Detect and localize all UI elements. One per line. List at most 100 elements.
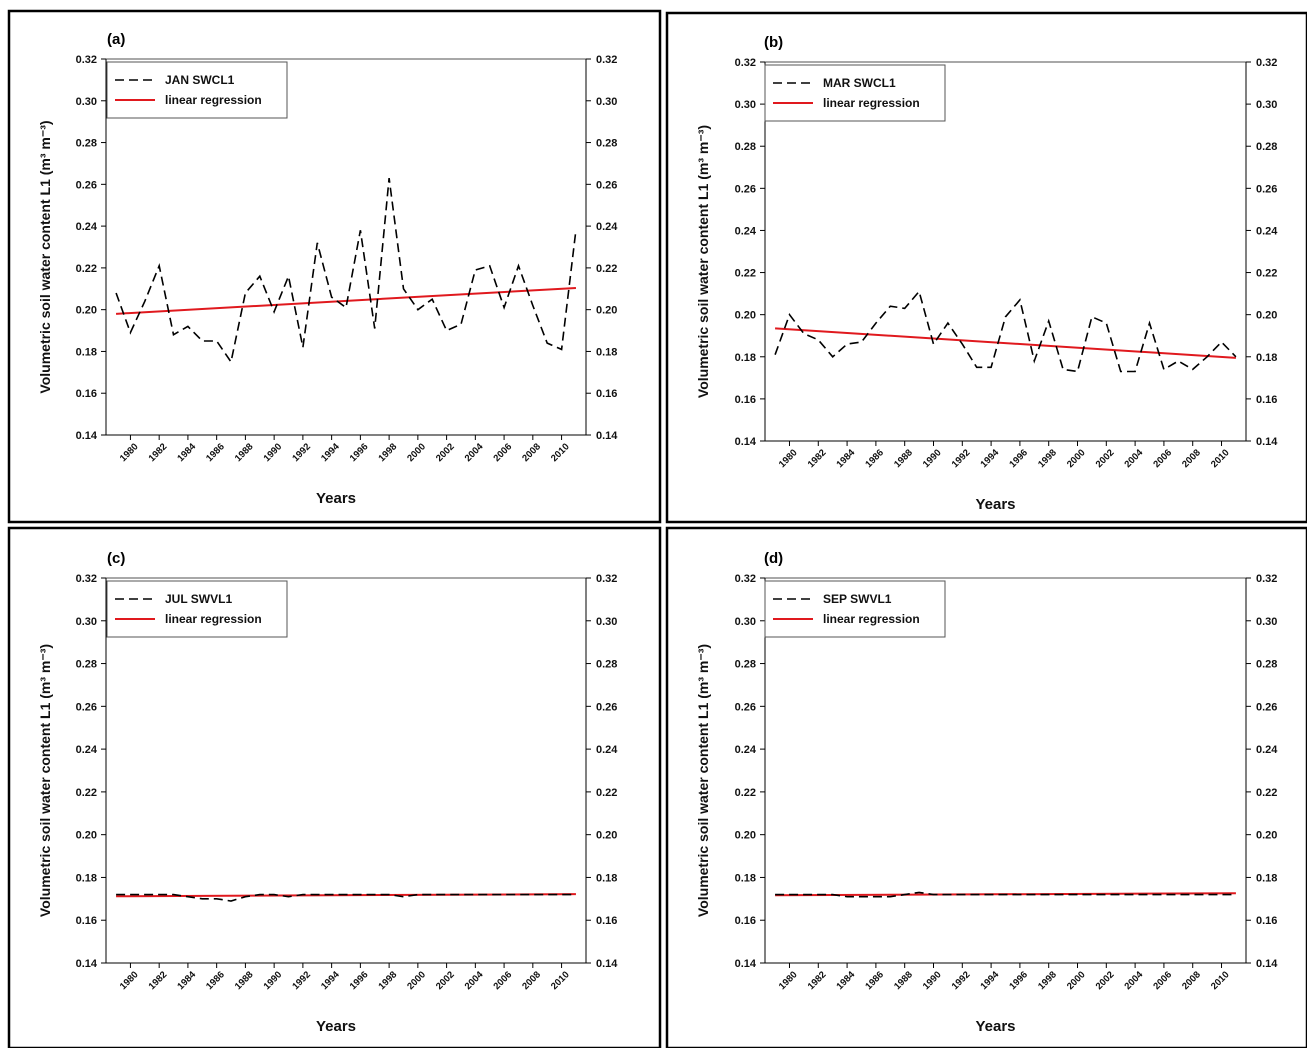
- x-tick-label: 1984: [175, 441, 198, 464]
- legend-label-series: SEP SWVL1: [823, 592, 892, 606]
- y-tick-label-right: 0.32: [1256, 573, 1277, 585]
- legend-box: [107, 62, 287, 118]
- x-tick-label: 2000: [405, 441, 428, 464]
- y-tick-label-right: 0.32: [596, 54, 617, 66]
- x-tick-label: 1988: [892, 969, 915, 992]
- x-tick-label: 1980: [777, 447, 800, 470]
- x-tick-label: 1992: [950, 447, 973, 470]
- y-tick-label-left: 0.22: [735, 268, 756, 280]
- y-axis-title: Volumetric soil water content L1 (m³ m⁻³…: [37, 120, 53, 393]
- x-tick-label: 1994: [979, 447, 1002, 470]
- x-tick-label: 1990: [262, 441, 285, 464]
- legend: MAR SWCL1linear regression: [765, 65, 945, 121]
- panel-label: (d): [764, 550, 783, 567]
- y-tick-label-right: 0.16: [596, 388, 617, 400]
- x-tick-label: 2002: [434, 969, 457, 992]
- x-axis-title: Years: [316, 490, 356, 507]
- y-tick-label-left: 0.22: [76, 787, 97, 799]
- y-tick-label-left: 0.30: [76, 616, 97, 628]
- y-tick-label-left: 0.20: [735, 830, 756, 842]
- x-tick-label: 2006: [1151, 969, 1174, 992]
- x-tick-label: 2002: [1094, 969, 1117, 992]
- y-tick-label-left: 0.26: [735, 183, 756, 195]
- y-tick-label-left: 0.14: [76, 958, 98, 970]
- x-tick-label: 1994: [319, 969, 342, 992]
- y-tick-label-right: 0.30: [1256, 616, 1277, 628]
- y-tick-label-right: 0.18: [596, 872, 617, 884]
- y-tick-label-right: 0.26: [1256, 183, 1277, 195]
- y-tick-label-left: 0.32: [735, 573, 756, 585]
- x-tick-label: 2008: [1180, 969, 1203, 992]
- y-tick-label-right: 0.32: [1256, 57, 1277, 69]
- y-tick-label-left: 0.16: [735, 915, 756, 927]
- y-tick-label-right: 0.20: [596, 305, 617, 317]
- x-tick-label: 2004: [1123, 447, 1146, 470]
- y-tick-label-right: 0.30: [1256, 99, 1277, 111]
- x-tick-label: 2004: [463, 441, 486, 464]
- y-tick-label-right: 0.18: [1256, 872, 1277, 884]
- y-tick-label-left: 0.16: [735, 394, 756, 406]
- chart-panel-a: (a) 0.14 0.14 0.16 0.16 0.18 0.18 0.20 0.20 0.22 0…: [9, 11, 660, 522]
- x-tick-label: 1992: [950, 969, 973, 992]
- y-tick-label-right: 0.24: [1256, 225, 1278, 237]
- y-tick-label-left: 0.28: [735, 141, 756, 153]
- legend-label-series: JAN SWCL1: [165, 73, 235, 87]
- y-tick-label-right: 0.28: [596, 659, 617, 671]
- legend: JUL SWVL1linear regression: [107, 581, 287, 637]
- x-tick-label: 1996: [348, 441, 371, 464]
- x-tick-label: 1998: [1036, 969, 1059, 992]
- panel-frame: [667, 13, 1307, 522]
- panel-label: (a): [107, 31, 125, 48]
- x-tick-label: 1986: [204, 969, 227, 992]
- y-tick-label-right: 0.30: [596, 616, 617, 628]
- legend-box: [107, 581, 287, 637]
- x-tick-label: 1982: [806, 969, 829, 992]
- series-line-monthly: [775, 292, 1236, 372]
- y-tick-label-right: 0.18: [1256, 352, 1277, 364]
- x-tick-label: 1996: [348, 969, 371, 992]
- panel-label: (b): [764, 34, 783, 51]
- y-axis-title: Volumetric soil water content L1 (m³ m⁻³…: [695, 125, 711, 398]
- y-tick-label-right: 0.24: [1256, 744, 1278, 756]
- x-tick-label: 2004: [463, 969, 486, 992]
- y-tick-label-right: 0.14: [596, 958, 618, 970]
- x-axis-title: Years: [316, 1018, 356, 1035]
- regression-line: [116, 288, 576, 314]
- y-tick-label-right: 0.22: [1256, 268, 1277, 280]
- y-tick-label-left: 0.24: [76, 221, 98, 233]
- x-axis-title: Years: [975, 496, 1015, 513]
- x-tick-label: 1994: [319, 441, 342, 464]
- y-tick-label-right: 0.26: [596, 701, 617, 713]
- x-tick-label: 1984: [835, 969, 858, 992]
- y-tick-label-right: 0.16: [596, 915, 617, 927]
- y-tick-label-left: 0.20: [76, 305, 97, 317]
- x-tick-label: 1998: [377, 441, 400, 464]
- y-tick-label-left: 0.22: [76, 263, 97, 275]
- y-tick-label-right: 0.28: [596, 138, 617, 150]
- y-tick-label-right: 0.14: [1256, 958, 1278, 970]
- y-tick-label-left: 0.24: [76, 744, 98, 756]
- y-tick-label-right: 0.20: [1256, 310, 1277, 322]
- x-tick-label: 2000: [1065, 447, 1088, 470]
- y-tick-label-left: 0.16: [76, 388, 97, 400]
- y-tick-label-left: 0.18: [76, 872, 97, 884]
- x-tick-label: 1990: [262, 969, 285, 992]
- y-tick-label-left: 0.14: [735, 436, 757, 448]
- y-tick-label-left: 0.26: [76, 179, 97, 191]
- x-tick-label: 1986: [204, 441, 227, 464]
- y-tick-label-left: 0.26: [76, 701, 97, 713]
- x-tick-label: 1998: [1036, 447, 1059, 470]
- y-tick-label-right: 0.24: [596, 744, 618, 756]
- y-tick-label-left: 0.32: [735, 57, 756, 69]
- x-tick-label: 1986: [863, 969, 886, 992]
- x-tick-label: 1996: [1007, 447, 1030, 470]
- y-tick-label-left: 0.24: [735, 744, 757, 756]
- y-tick-label-right: 0.20: [1256, 830, 1277, 842]
- chart-panel-c: (c)0.14 0.140.16 0.160.18 0.180.20 0.200.22 0…: [9, 528, 660, 1048]
- x-tick-label: 1990: [921, 969, 944, 992]
- x-axis-title: Years: [975, 1018, 1015, 1035]
- y-tick-label-right: 0.26: [1256, 701, 1277, 713]
- x-tick-label: 2008: [1180, 447, 1203, 470]
- y-tick-label-right: 0.24: [596, 221, 618, 233]
